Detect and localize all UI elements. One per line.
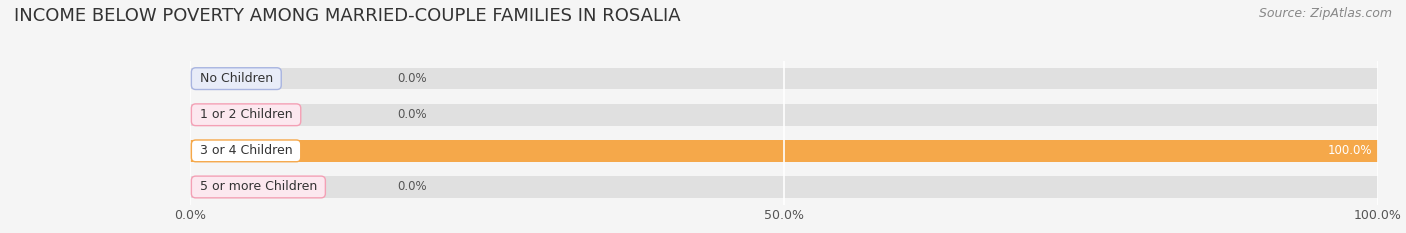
Text: 5 or more Children: 5 or more Children xyxy=(195,181,321,193)
Bar xyxy=(190,68,1378,89)
Text: 100.0%: 100.0% xyxy=(1327,144,1372,157)
Bar xyxy=(190,140,1378,162)
Text: 0.0%: 0.0% xyxy=(398,108,427,121)
Text: Source: ZipAtlas.com: Source: ZipAtlas.com xyxy=(1258,7,1392,20)
Text: INCOME BELOW POVERTY AMONG MARRIED-COUPLE FAMILIES IN ROSALIA: INCOME BELOW POVERTY AMONG MARRIED-COUPL… xyxy=(14,7,681,25)
Text: 0.0%: 0.0% xyxy=(398,181,427,193)
Text: 3 or 4 Children: 3 or 4 Children xyxy=(195,144,297,157)
Text: 1 or 2 Children: 1 or 2 Children xyxy=(195,108,297,121)
Bar xyxy=(190,104,1378,126)
Text: No Children: No Children xyxy=(195,72,277,85)
Bar xyxy=(190,140,1378,162)
Text: 0.0%: 0.0% xyxy=(398,72,427,85)
Bar xyxy=(190,176,1378,198)
